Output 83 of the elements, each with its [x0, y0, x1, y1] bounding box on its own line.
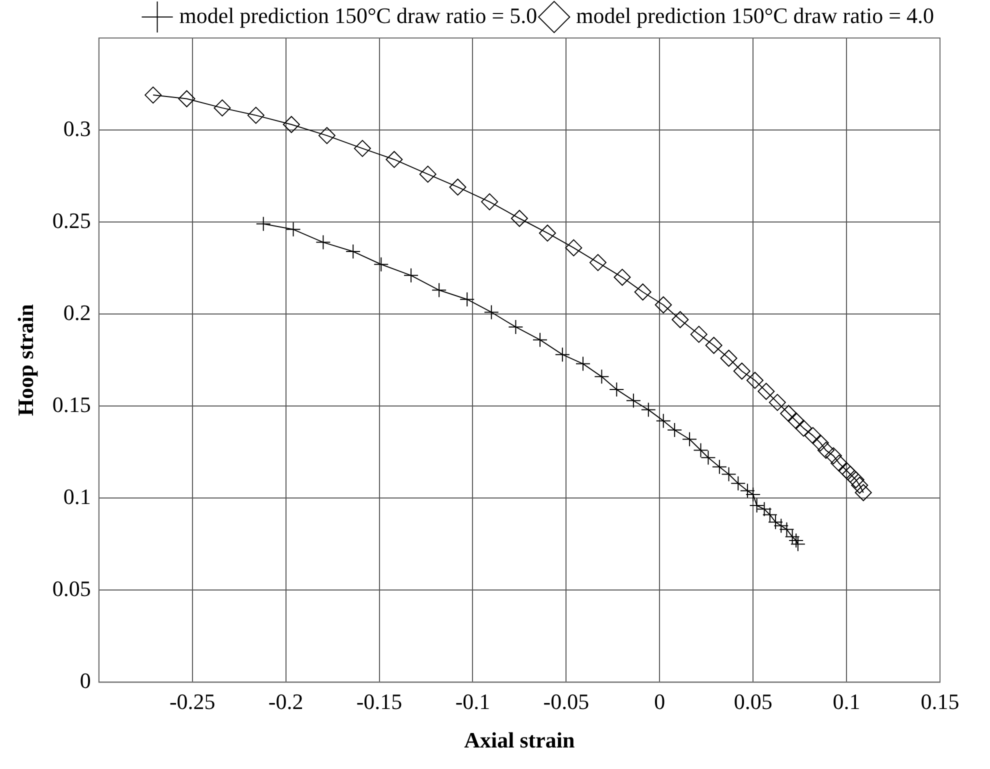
x-tick-label: -0.2	[268, 689, 304, 714]
point	[838, 462, 856, 480]
point	[746, 372, 764, 389]
point	[508, 319, 524, 334]
y-tick-label: 0.1	[63, 484, 91, 509]
point	[780, 404, 798, 422]
point	[654, 296, 672, 314]
y-tick-label: 0.2	[63, 300, 91, 325]
point	[672, 311, 689, 328]
y-tick-label: 0.05	[52, 576, 91, 601]
point	[419, 166, 436, 183]
point	[640, 402, 656, 418]
point	[817, 442, 834, 459]
point	[749, 498, 764, 514]
point	[538, 224, 556, 242]
legend-label: model prediction 150°C draw ratio = 4.0	[576, 2, 934, 28]
x-tick-label: 0	[654, 689, 666, 714]
point	[247, 106, 264, 124]
point	[788, 412, 805, 430]
point	[626, 393, 641, 408]
point	[705, 336, 722, 354]
point	[354, 140, 371, 157]
y-tick-label: 0.3	[63, 116, 91, 141]
point	[282, 116, 300, 134]
legend-label: model prediction 150°C draw ratio = 5.0	[179, 2, 538, 28]
point	[594, 369, 610, 384]
point	[286, 222, 301, 237]
x-tick-label: -0.05	[543, 689, 590, 714]
point	[804, 427, 822, 444]
point	[432, 282, 447, 298]
point	[481, 193, 498, 210]
point	[576, 356, 590, 372]
point	[690, 326, 708, 343]
point	[460, 292, 475, 307]
point	[682, 432, 698, 447]
point	[774, 518, 789, 534]
point	[374, 256, 389, 272]
point	[842, 466, 859, 483]
point	[404, 268, 419, 283]
x-tick-label: 0.1	[832, 689, 860, 714]
x-tick-label: -0.25	[169, 689, 216, 714]
point	[565, 239, 582, 256]
point	[554, 347, 570, 362]
point	[746, 486, 761, 502]
y-tick-label: 0.15	[52, 392, 91, 417]
x-axis-title: Axial strain	[464, 727, 575, 752]
y-tick-label: 0	[80, 668, 91, 693]
y-axis-title: Hoop strain	[12, 304, 38, 416]
point	[854, 484, 872, 502]
point	[318, 127, 336, 144]
point	[256, 216, 271, 232]
point	[847, 471, 864, 488]
point	[144, 86, 162, 104]
point	[830, 454, 848, 472]
x-tick-label: -0.1	[455, 689, 490, 714]
point	[449, 178, 466, 196]
point	[720, 350, 738, 367]
point	[788, 532, 804, 548]
point	[812, 434, 829, 452]
point	[634, 284, 652, 300]
point	[532, 332, 548, 348]
point	[214, 99, 231, 116]
point	[346, 244, 361, 260]
point	[667, 422, 682, 438]
point	[768, 394, 786, 411]
point	[484, 304, 499, 320]
point	[316, 234, 331, 250]
point	[851, 476, 868, 494]
point	[824, 447, 842, 464]
y-tick-label: 0.25	[52, 208, 91, 233]
point	[758, 382, 775, 400]
point	[795, 420, 812, 437]
x-tick-label: -0.15	[356, 689, 402, 714]
point	[656, 413, 671, 428]
point	[589, 254, 606, 272]
x-tick-label: 0.15	[920, 689, 960, 714]
point	[609, 382, 624, 398]
point	[178, 90, 196, 108]
point	[733, 362, 750, 380]
point	[386, 150, 403, 168]
point	[614, 268, 631, 286]
x-tick-label: 0.05	[734, 689, 772, 714]
point	[510, 210, 528, 227]
